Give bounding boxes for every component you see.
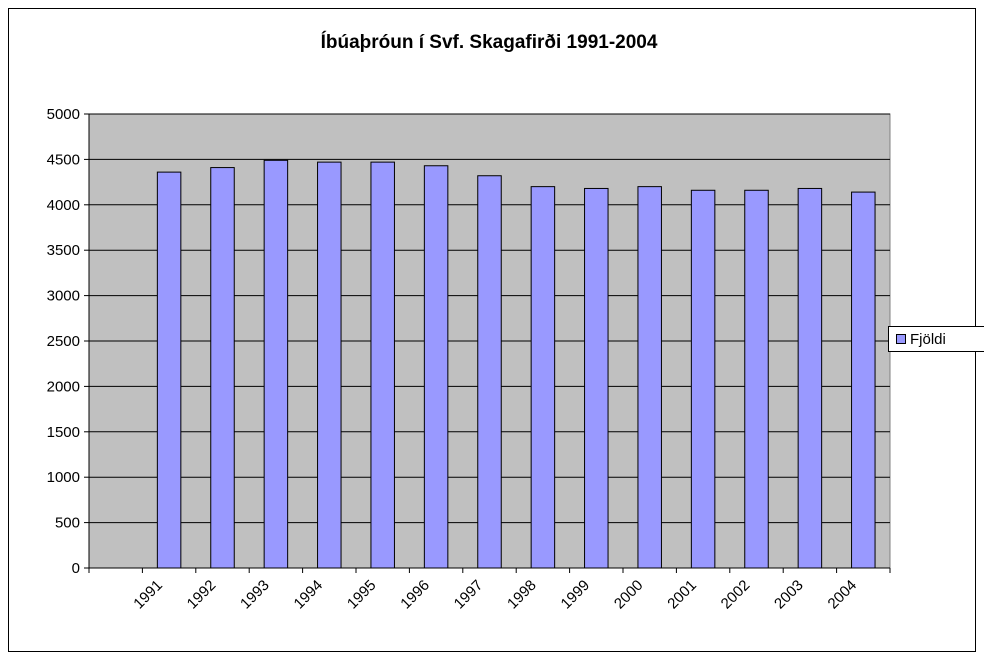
bar xyxy=(423,165,449,569)
bar xyxy=(370,161,395,569)
bar xyxy=(530,186,556,569)
bar xyxy=(637,186,662,569)
bar xyxy=(317,161,342,569)
y-tick-label: 1000 xyxy=(47,469,80,486)
bar xyxy=(690,189,716,569)
bar xyxy=(263,159,289,569)
bar xyxy=(210,167,235,569)
y-tick-label: 1500 xyxy=(47,424,80,441)
y-tick-label: 4000 xyxy=(47,197,80,214)
bar xyxy=(744,189,769,569)
y-tick-label: 3500 xyxy=(47,242,80,259)
y-tick-label: 4500 xyxy=(47,151,80,168)
y-tick-label: 2000 xyxy=(47,378,80,395)
bar xyxy=(584,187,609,569)
y-tick-label: 5000 xyxy=(47,106,80,123)
legend-swatch xyxy=(896,334,906,344)
bar xyxy=(851,191,876,569)
y-tick-label: 3000 xyxy=(47,288,80,305)
y-tick-label: 0 xyxy=(72,560,80,577)
y-tick-label: 2500 xyxy=(47,333,80,350)
bar xyxy=(797,187,823,569)
legend-label: Fjöldi xyxy=(910,331,946,348)
y-tick-label: 500 xyxy=(55,515,80,532)
bar xyxy=(477,175,502,569)
bar xyxy=(156,171,182,569)
chart-title: Íbúaþróun í Svf. Skagafirði 1991-2004 xyxy=(321,31,658,53)
